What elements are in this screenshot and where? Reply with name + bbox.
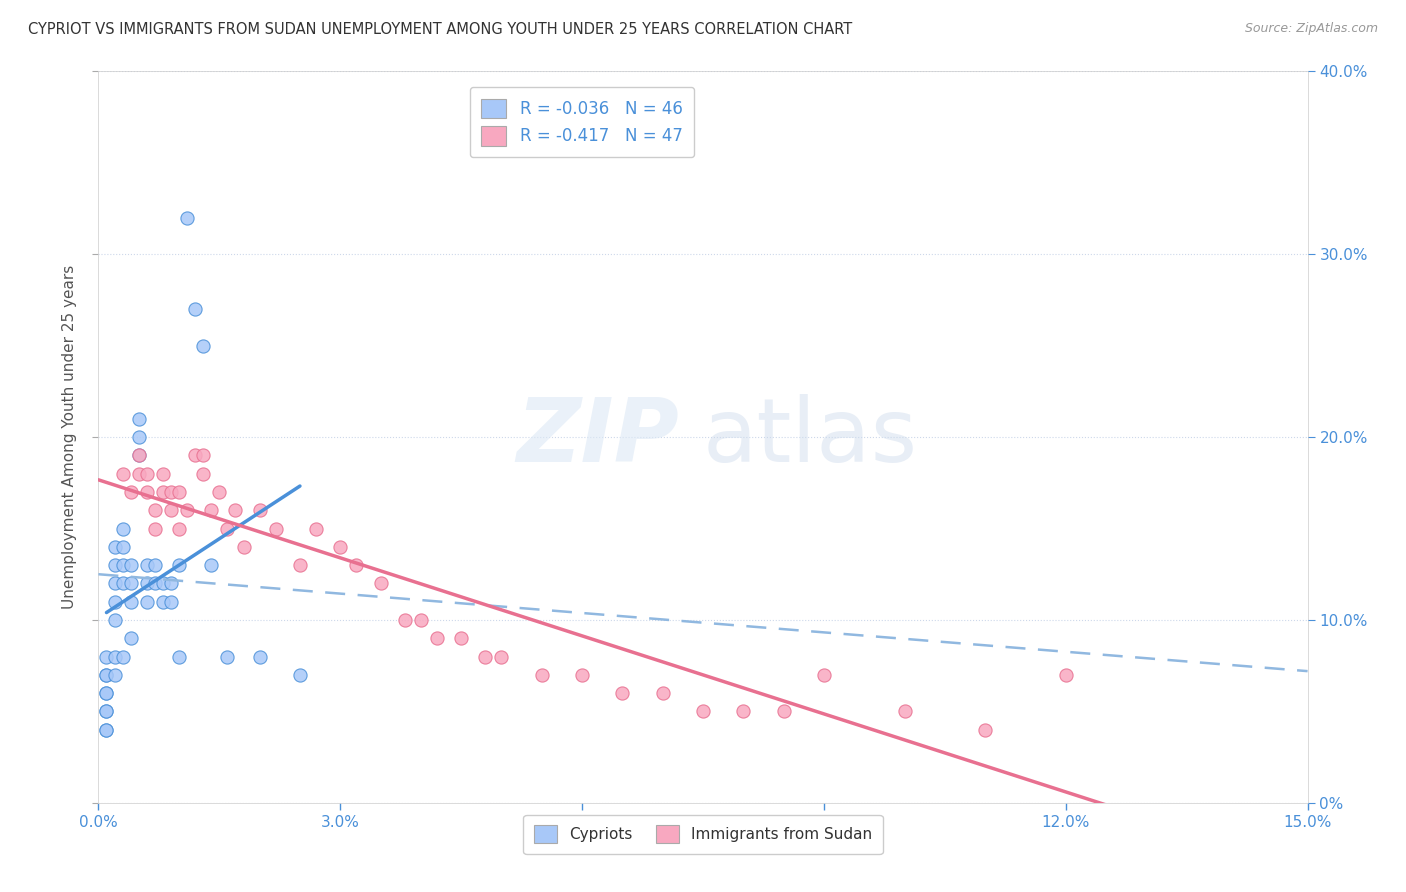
Text: Source: ZipAtlas.com: Source: ZipAtlas.com (1244, 22, 1378, 36)
Point (96, 667, 118, 681)
Point (370, 576, 392, 591)
Point (120, 632, 142, 646)
Point (96, 686, 118, 700)
Point (96, 705, 118, 719)
Point (120, 485, 142, 500)
Point (96, 723, 118, 737)
Point (249, 649, 271, 664)
Point (167, 485, 190, 500)
Point (184, 448, 207, 462)
Point (103, 558, 125, 573)
Point (111, 576, 134, 591)
Legend: Cypriots, Immigrants from Sudan: Cypriots, Immigrants from Sudan (523, 814, 883, 854)
Point (193, 467, 215, 481)
Point (176, 211, 198, 225)
Point (530, 667, 553, 681)
Point (135, 594, 157, 608)
Point (232, 540, 254, 554)
Point (128, 467, 150, 481)
Point (143, 503, 166, 517)
Point (612, 686, 634, 700)
Point (184, 301, 207, 317)
Point (96, 705, 118, 719)
Point (450, 632, 472, 646)
Point (160, 576, 183, 591)
Point (152, 576, 174, 591)
Point (128, 448, 150, 462)
Point (893, 705, 915, 719)
Point (167, 521, 190, 535)
Point (143, 558, 166, 573)
Point (394, 613, 416, 627)
Point (120, 594, 142, 608)
Point (111, 558, 134, 573)
Point (193, 448, 215, 462)
Point (152, 594, 174, 608)
Point (344, 558, 367, 573)
Point (96, 686, 118, 700)
Point (200, 558, 222, 573)
Point (143, 521, 166, 535)
Point (305, 521, 328, 535)
Point (813, 667, 835, 681)
Point (208, 485, 231, 500)
Point (111, 540, 134, 554)
Point (111, 649, 134, 664)
Point (103, 649, 125, 664)
Point (160, 594, 183, 608)
Point (224, 503, 246, 517)
Point (120, 558, 142, 573)
Text: atlas: atlas (703, 393, 918, 481)
Point (651, 686, 673, 700)
Point (160, 485, 183, 500)
Text: CYPRIOT VS IMMIGRANTS FROM SUDAN UNEMPLOYMENT AMONG YOUTH UNDER 25 YEARS CORRELA: CYPRIOT VS IMMIGRANTS FROM SUDAN UNEMPLO… (28, 22, 852, 37)
Point (143, 576, 166, 591)
Point (193, 338, 215, 352)
Point (96, 723, 118, 737)
Point (103, 540, 125, 554)
Point (135, 576, 157, 591)
Point (111, 467, 134, 481)
Point (160, 503, 183, 517)
Point (152, 485, 174, 500)
Point (135, 485, 157, 500)
Point (96, 667, 118, 681)
Point (167, 558, 190, 573)
Point (772, 705, 794, 719)
Point (288, 558, 311, 573)
Point (409, 613, 432, 627)
Point (103, 613, 125, 627)
Point (103, 594, 125, 608)
Point (733, 705, 755, 719)
Point (571, 667, 593, 681)
Point (135, 558, 157, 573)
Point (135, 467, 157, 481)
Point (264, 521, 287, 535)
Text: ZIP: ZIP (516, 393, 679, 481)
Point (217, 521, 239, 535)
Point (167, 649, 190, 664)
Point (288, 667, 311, 681)
Point (128, 412, 150, 426)
Point (128, 448, 150, 462)
Point (200, 503, 222, 517)
Point (128, 430, 150, 444)
Point (152, 467, 174, 481)
Y-axis label: Unemployment Among Youth under 25 years: Unemployment Among Youth under 25 years (62, 265, 77, 609)
Point (120, 576, 142, 591)
Point (111, 521, 134, 535)
Point (974, 723, 997, 737)
Point (474, 649, 496, 664)
Point (426, 632, 449, 646)
Point (249, 503, 271, 517)
Point (103, 667, 125, 681)
Point (176, 503, 198, 517)
Point (103, 576, 125, 591)
Point (1054, 667, 1077, 681)
Point (692, 705, 714, 719)
Point (96, 649, 118, 664)
Point (491, 649, 513, 664)
Point (217, 649, 239, 664)
Point (329, 540, 352, 554)
